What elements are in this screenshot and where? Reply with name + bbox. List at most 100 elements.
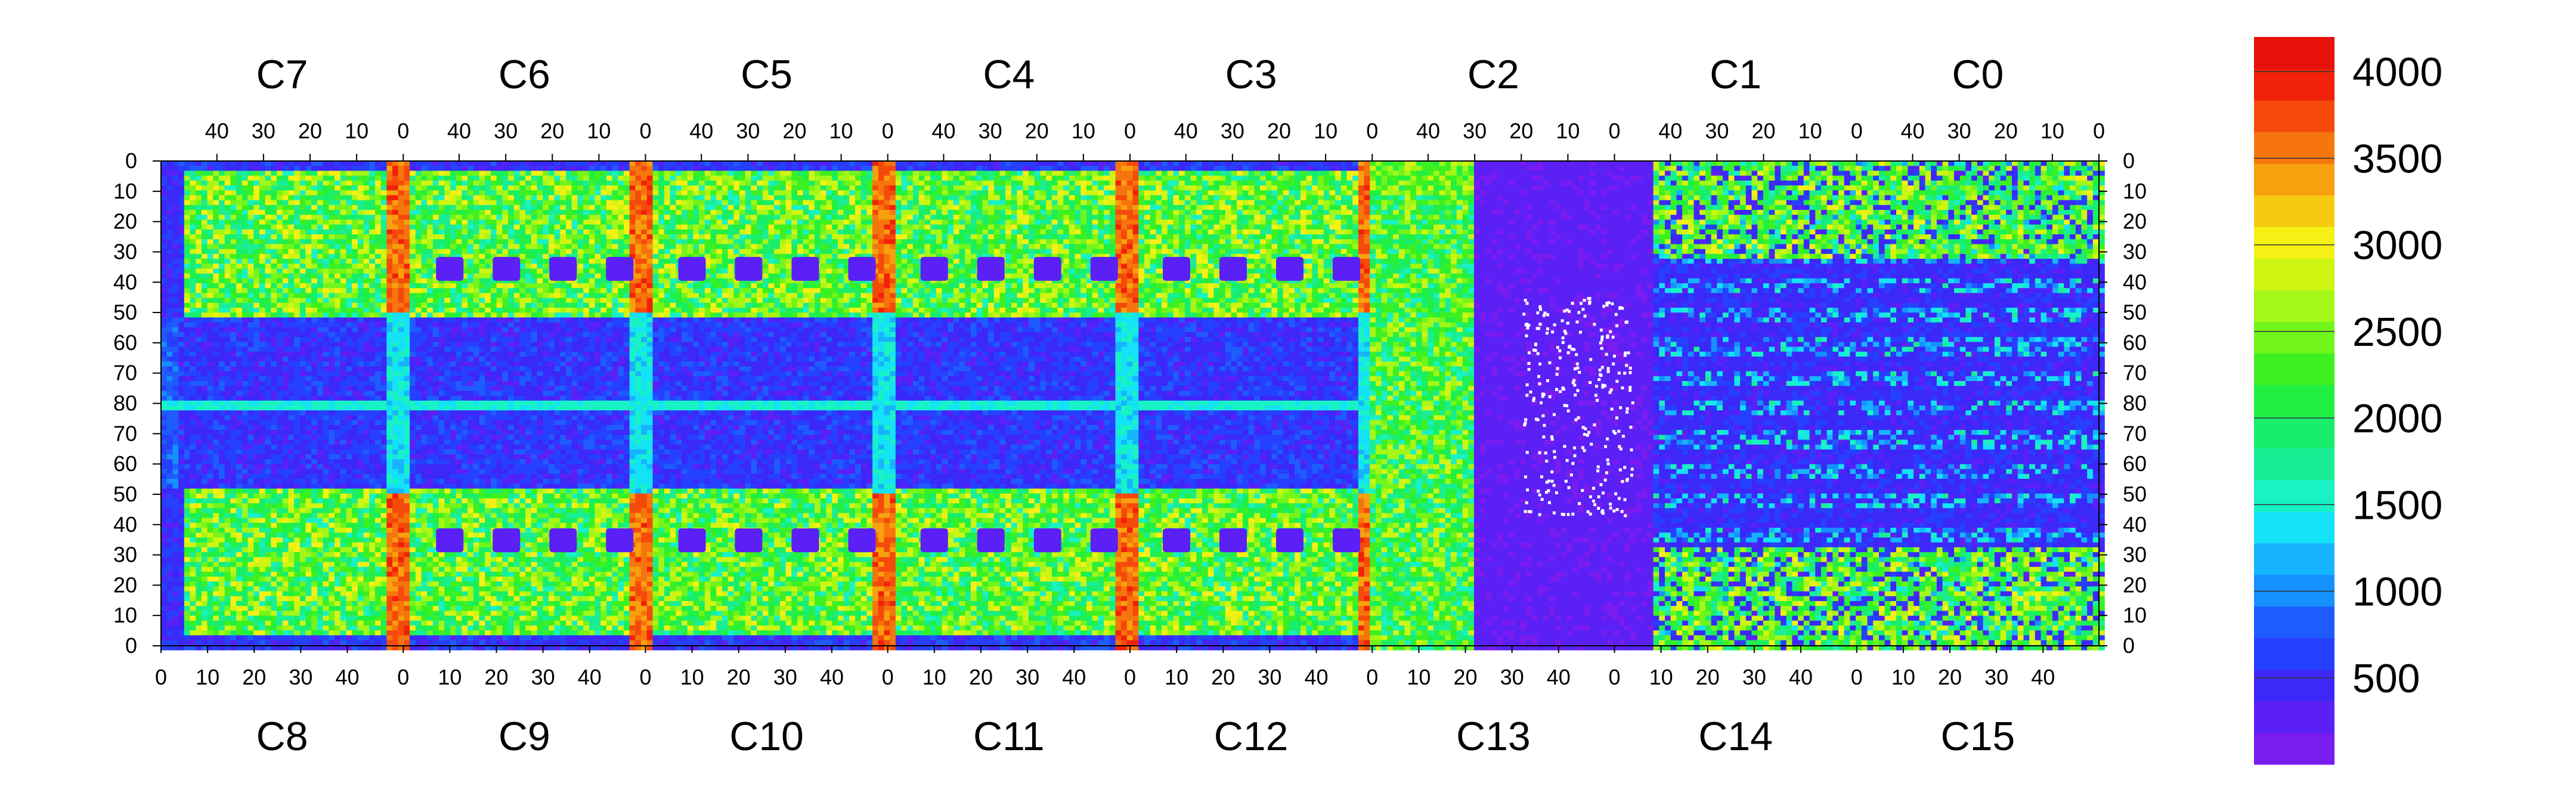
heatmap-cell xyxy=(1381,224,1388,230)
heatmap-cell xyxy=(710,224,717,230)
heatmap-cell xyxy=(1670,171,1677,177)
heatmap-cell xyxy=(1358,200,1365,206)
heatmap-cell xyxy=(1370,180,1376,186)
heatmap-cell xyxy=(1404,171,1411,177)
heatmap-cell xyxy=(1451,185,1457,191)
heatmap-cell xyxy=(1636,175,1642,181)
heatmap-cell xyxy=(1618,200,1625,206)
heatmap-cell xyxy=(1109,195,1116,201)
heatmap-cell xyxy=(1468,161,1475,166)
heatmap-cell xyxy=(612,205,618,210)
heatmap-cell xyxy=(271,219,277,225)
heatmap-cell xyxy=(1318,219,1324,225)
heatmap-cell xyxy=(1971,195,1978,201)
heatmap-cell xyxy=(907,224,914,230)
heatmap-cell xyxy=(1531,175,1538,181)
heatmap-cell xyxy=(1190,171,1197,177)
heatmap-cell xyxy=(924,175,931,181)
heatmap-cell xyxy=(1329,219,1336,225)
heatmap-cell xyxy=(1416,175,1423,181)
heatmap-cell xyxy=(2017,166,2024,171)
heatmap-cell xyxy=(1636,224,1642,230)
heatmap-cell xyxy=(335,171,341,177)
heatmap-cell xyxy=(1080,215,1087,220)
heatmap-cell xyxy=(682,175,688,181)
heatmap-cell xyxy=(560,180,566,186)
heatmap-cell xyxy=(219,180,225,186)
heatmap-cell xyxy=(1526,210,1532,215)
heatmap-cell xyxy=(1537,190,1544,196)
heatmap-cell xyxy=(1479,200,1486,206)
heatmap-cell xyxy=(936,190,943,196)
heatmap-cell xyxy=(1283,195,1290,201)
heatmap-cell xyxy=(1566,175,1573,181)
heatmap-cell xyxy=(427,185,434,191)
heatmap-cell xyxy=(380,185,387,191)
heatmap-cell xyxy=(1959,224,1966,230)
heatmap-cell xyxy=(404,185,410,191)
heatmap-cell xyxy=(1098,180,1104,186)
heatmap-cell xyxy=(999,219,1006,225)
heatmap-cell xyxy=(1618,210,1625,215)
heatmap-cell xyxy=(1537,185,1544,191)
heatmap-cell xyxy=(1422,190,1428,196)
heatmap-cell xyxy=(196,229,202,235)
heatmap-cell xyxy=(219,215,225,220)
heatmap-cell xyxy=(1005,219,1012,225)
heatmap-cell xyxy=(456,224,462,230)
heatmap-cell xyxy=(1589,195,1596,201)
heatmap-cell xyxy=(1023,185,1029,191)
heatmap-cell xyxy=(485,200,491,206)
heatmap-cell xyxy=(294,195,301,201)
heatmap-cell xyxy=(1364,190,1370,196)
heatmap-cell xyxy=(1723,190,1729,196)
heatmap-cell xyxy=(872,185,879,191)
heatmap-cell xyxy=(1376,166,1382,171)
heatmap-cell xyxy=(1011,185,1018,191)
heatmap-cell xyxy=(323,185,329,191)
heatmap-cell xyxy=(543,190,549,196)
heatmap-cell xyxy=(1248,180,1255,186)
heatmap-cell xyxy=(1665,175,1671,181)
heatmap-cell xyxy=(1063,180,1070,186)
heatmap-cell xyxy=(456,190,462,196)
heatmap-cell xyxy=(1202,219,1209,225)
heatmap-cell xyxy=(1526,175,1532,181)
heatmap-cell xyxy=(479,171,485,177)
heatmap-cell xyxy=(1919,219,1926,225)
heatmap-cell xyxy=(2023,161,2030,166)
heatmap-cell xyxy=(335,215,341,220)
heatmap-cell xyxy=(1803,185,1810,191)
heatmap-cell xyxy=(901,195,908,201)
heatmap-cell xyxy=(311,229,318,235)
heatmap-cell xyxy=(2041,190,2047,196)
heatmap-cell xyxy=(2081,175,2088,181)
heatmap-cell xyxy=(1734,175,1741,181)
heatmap-cell xyxy=(704,185,711,191)
heatmap-cell xyxy=(1786,161,1792,166)
heatmap-cell xyxy=(1121,215,1128,220)
heatmap-cell xyxy=(2000,205,2007,210)
heatmap-cell xyxy=(1393,195,1400,201)
heatmap-cell xyxy=(346,200,352,206)
heatmap-cell xyxy=(1914,200,1920,206)
heatmap-cell xyxy=(2052,185,2059,191)
heatmap-cell xyxy=(1023,180,1029,186)
heatmap-cell xyxy=(907,205,914,210)
heatmap-cell xyxy=(716,180,723,186)
heatmap-cell xyxy=(1144,180,1151,186)
heatmap-cell xyxy=(1376,224,1382,230)
heatmap-cell xyxy=(652,210,659,215)
heatmap-cell xyxy=(1601,166,1608,171)
heatmap-cell xyxy=(1572,175,1579,181)
heatmap-cell xyxy=(924,190,931,196)
heatmap-cell xyxy=(386,210,393,215)
heatmap-cell xyxy=(1820,205,1828,210)
heatmap-cell xyxy=(924,185,931,191)
heatmap-cell xyxy=(335,210,341,215)
heatmap-cell xyxy=(583,185,590,191)
heatmap-cell xyxy=(1184,166,1191,171)
heatmap-cell xyxy=(363,166,370,171)
heatmap-cell xyxy=(380,215,387,220)
heatmap-cell xyxy=(207,200,213,206)
